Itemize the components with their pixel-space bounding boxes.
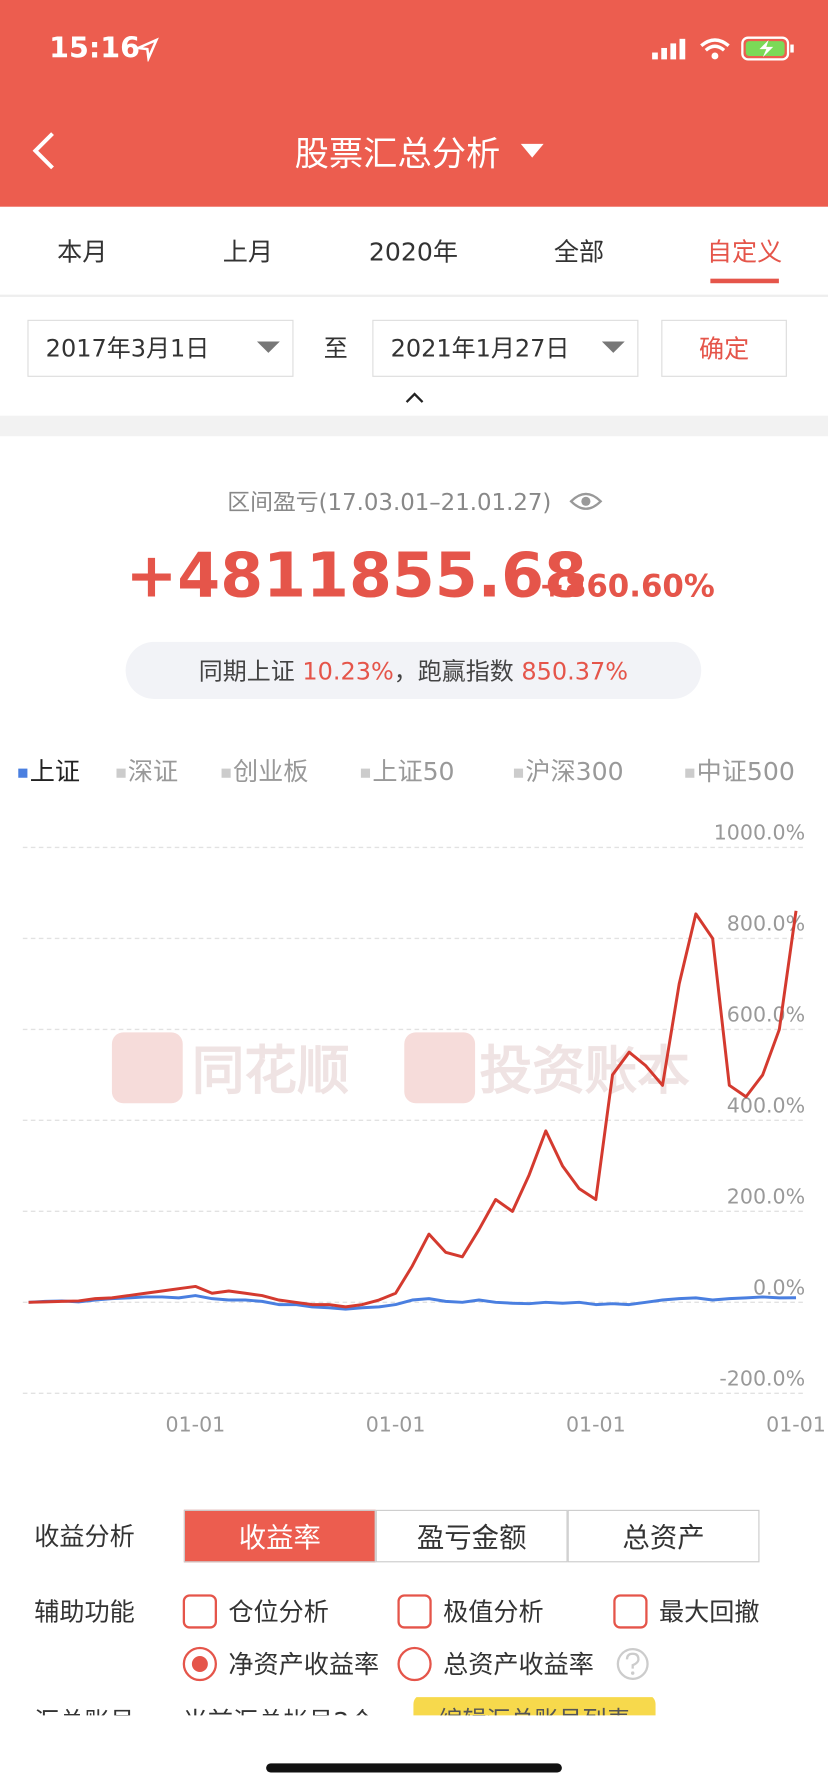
y-tick-label: 1000.0% [714, 821, 805, 845]
period-tab[interactable]: 自定义 [706, 238, 783, 268]
period-tab[interactable]: 全部 [553, 238, 605, 268]
index-swatch [116, 768, 126, 778]
location-icon [134, 37, 159, 62]
period-tab[interactable]: 上月 [222, 238, 273, 268]
index-label: 深证 [127, 758, 179, 787]
end-date-box[interactable] [372, 319, 639, 377]
tabs-border [0, 294, 828, 297]
legend-label: 上证 [29, 758, 80, 787]
nav-title[interactable]: 股票汇总分析 [294, 134, 501, 175]
status-time: 15:16 [49, 31, 140, 65]
end-date[interactable]: 2021年1月27日 [390, 334, 570, 363]
beat-label: ，跑赢指数 [393, 657, 514, 686]
beat-value: 850.37% [521, 657, 629, 686]
back-button[interactable] [27, 130, 61, 171]
checkbox-label[interactable]: 仓位分析 [228, 1598, 329, 1628]
checkbox-label[interactable]: 极值分析 [443, 1598, 544, 1628]
accounts-row-clipped: 汇总账号 当前汇总帐号2个 编辑汇总账号列表 [0, 1697, 828, 1716]
aux-label: 辅助功能 [34, 1598, 135, 1628]
watermark-text: 同花顺 [191, 1039, 350, 1101]
x-tick-label: 01-01 [366, 1412, 426, 1436]
radio-label[interactable]: 净资产收益率 [228, 1651, 380, 1680]
comparison-text: 同期上证 10.23%，跑赢指数 850.37% [199, 653, 628, 687]
divider [0, 415, 828, 437]
confirm-button[interactable]: 确定 [698, 335, 750, 365]
legend-swatch [18, 768, 28, 778]
series-line [28, 910, 798, 1309]
segment-label[interactable]: 盈亏金额 [416, 1521, 527, 1554]
index-tab[interactable]: 上证50 [360, 751, 455, 788]
index-label: 沪深300 [525, 758, 624, 787]
radio-dot [191, 1656, 208, 1672]
y-tick-label: 400.0% [727, 1094, 805, 1118]
index-label: 同期上证 [198, 657, 295, 686]
series-line [28, 1294, 797, 1311]
accounts-label: 汇总账号 [34, 1702, 135, 1716]
checkbox[interactable] [397, 1594, 432, 1629]
comparison-pill [125, 641, 702, 699]
index-swatch [685, 768, 695, 778]
x-tick-label: 01-01 [566, 1412, 626, 1436]
confirm-button-box[interactable] [661, 319, 787, 377]
index-swatch [360, 768, 371, 778]
accounts-text: 当前汇总帐号2个 [183, 1702, 375, 1716]
checkbox[interactable] [613, 1594, 648, 1629]
date-separator: 至 [323, 334, 348, 363]
segment[interactable] [183, 1509, 376, 1563]
radio-label[interactable]: 总资产收益率 [443, 1651, 594, 1680]
index-tab[interactable]: 沪深300 [513, 751, 624, 788]
legend-item[interactable]: 上证 [18, 751, 80, 788]
index-label: 中证500 [696, 758, 795, 787]
checkbox-label[interactable]: 最大回撤 [658, 1598, 760, 1628]
index-tab[interactable]: 创业板 [221, 751, 309, 788]
accounts-button[interactable]: 编辑汇总账号列表 [439, 1702, 631, 1715]
help-icon[interactable] [616, 1647, 650, 1681]
index-swatch [513, 768, 524, 778]
eye-icon[interactable] [569, 489, 603, 514]
segment[interactable] [375, 1509, 568, 1563]
period-tab[interactable]: 2020年 [368, 238, 458, 268]
index-label: 上证50 [372, 758, 455, 787]
y-tick-label: -200.0% [719, 1367, 805, 1391]
chart: -200.0%0.0%200.0%400.0%600.0%800.0%1000.… [22, 821, 826, 1436]
checkbox[interactable] [182, 1594, 217, 1629]
segment-label[interactable]: 收益率 [238, 1521, 321, 1554]
watermark-logo [404, 1032, 476, 1104]
y-tick-label: 600.0% [727, 1003, 805, 1027]
segment[interactable] [567, 1509, 760, 1563]
index-swatch [221, 768, 231, 778]
start-date-box[interactable] [27, 319, 294, 377]
x-tick-label: 01-01 [766, 1412, 826, 1436]
index-tab[interactable]: 深证 [116, 751, 178, 788]
analysis-label: 收益分析 [34, 1523, 135, 1553]
profit-percent: +860.60% [539, 569, 715, 605]
header [0, 0, 828, 207]
index-label: 创业板 [232, 758, 309, 787]
collapse-icon[interactable] [404, 391, 425, 405]
profit-amount: +4811855.68 [125, 539, 587, 612]
dropdown-icon [256, 341, 280, 353]
x-tick-label: 01-01 [166, 1412, 226, 1436]
radio[interactable] [397, 1646, 432, 1682]
index-tab[interactable]: 中证500 [685, 751, 795, 788]
segment-label[interactable]: 总资产 [622, 1521, 705, 1554]
start-date[interactable]: 2017年3月1日 [45, 334, 210, 363]
accounts-button-bg[interactable] [413, 1697, 656, 1716]
summary-label: 区间盈亏(17.03.01–21.01.27) [227, 488, 552, 516]
watermark-logo [111, 1032, 183, 1104]
status-icons [652, 36, 794, 61]
nav-dropdown-icon[interactable] [520, 142, 545, 160]
period-tab[interactable]: 本月 [57, 238, 108, 268]
y-tick-label: 200.0% [727, 1185, 805, 1209]
index-return: 10.23% [302, 657, 394, 686]
watermark-text: 投资账本 [479, 1039, 690, 1101]
dropdown-icon [601, 341, 625, 353]
home-indicator [266, 1763, 562, 1773]
tab-underline [710, 278, 779, 284]
radio[interactable] [182, 1646, 217, 1682]
